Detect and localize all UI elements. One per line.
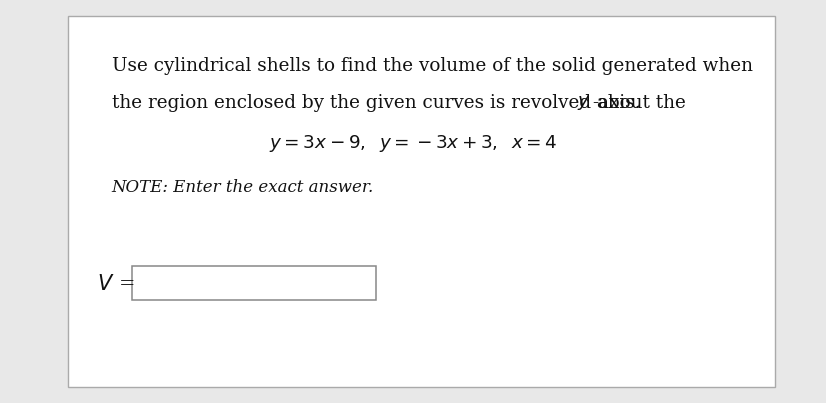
Text: $y = 3x - 9, \;\; y = -3x + 3, \;\; x = 4$: $y = 3x - 9, \;\; y = -3x + 3, \;\; x = …	[268, 133, 558, 154]
Text: $V$: $V$	[97, 274, 115, 294]
Text: the region enclosed by the given curves is revolved about the: the region enclosed by the given curves …	[112, 94, 691, 112]
Text: Use cylindrical shells to find the volume of the solid generated when: Use cylindrical shells to find the volum…	[112, 58, 752, 75]
Text: NOTE: Enter the exact answer.: NOTE: Enter the exact answer.	[112, 179, 373, 196]
Text: -axis.: -axis.	[593, 94, 641, 112]
Text: =: =	[119, 275, 135, 293]
Text: $y$: $y$	[577, 94, 591, 112]
